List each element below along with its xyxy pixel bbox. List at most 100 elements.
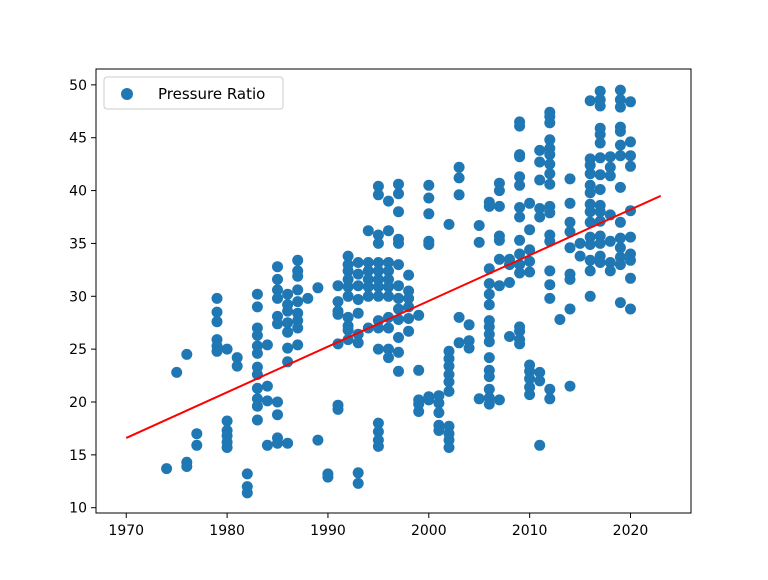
y-tick-label: 10 <box>69 501 87 517</box>
data-point <box>524 266 536 278</box>
data-point <box>352 268 364 280</box>
y-axis: 10 15 20 25 30 35 40 45 50 <box>69 78 96 517</box>
data-point <box>352 467 364 479</box>
data-point <box>625 136 636 148</box>
data-point <box>393 188 404 200</box>
data-point <box>372 343 384 355</box>
data-point <box>483 398 495 410</box>
data-point <box>241 468 253 480</box>
data-point <box>584 216 596 228</box>
data-point <box>564 197 576 209</box>
data-point <box>453 161 465 173</box>
y-tick-label: 50 <box>69 78 87 94</box>
data-point <box>191 439 203 451</box>
data-point <box>514 120 526 132</box>
data-point <box>383 281 394 293</box>
data-point <box>433 425 445 436</box>
data-point <box>584 159 596 171</box>
data-point <box>514 179 526 191</box>
data-point <box>614 297 626 309</box>
data-point <box>453 337 465 349</box>
data-point <box>282 437 294 449</box>
data-point <box>453 172 465 184</box>
data-point <box>483 278 495 290</box>
data-point <box>493 234 505 246</box>
data-point <box>504 277 515 288</box>
data-point <box>251 382 263 394</box>
data-point <box>261 439 273 451</box>
legend: Pressure Ratio <box>103 76 284 110</box>
x-tick-label: 2020 <box>613 523 649 539</box>
data-point <box>352 337 364 349</box>
data-point <box>181 348 193 360</box>
data-point <box>584 290 596 302</box>
data-point <box>372 257 384 268</box>
data-point <box>403 292 415 304</box>
data-point <box>292 284 304 296</box>
data-point <box>524 197 536 209</box>
data-point <box>594 169 606 181</box>
x-tick-label: 2010 <box>512 523 548 539</box>
data-point <box>625 254 636 266</box>
legend-box <box>103 76 284 110</box>
data-point <box>504 331 515 342</box>
data-point <box>514 202 526 213</box>
data-point <box>362 281 374 293</box>
data-point <box>493 200 505 212</box>
data-point <box>342 290 354 302</box>
data-point <box>383 225 394 237</box>
data-point <box>594 237 606 249</box>
data-point <box>423 208 435 220</box>
data-point <box>342 311 354 323</box>
y-tick-label: 40 <box>69 184 87 200</box>
data-point <box>393 280 404 292</box>
y-tick-label: 30 <box>69 289 87 305</box>
data-point <box>544 393 556 405</box>
data-point <box>231 352 243 364</box>
data-point <box>544 383 556 395</box>
data-point <box>625 150 636 162</box>
data-point <box>423 179 435 191</box>
data-point <box>383 195 394 207</box>
data-point <box>604 161 616 173</box>
data-point <box>534 174 546 186</box>
data-point <box>554 314 566 325</box>
data-point <box>372 229 384 241</box>
data-point <box>524 389 536 401</box>
data-point <box>534 203 546 214</box>
data-point <box>342 324 354 336</box>
data-point <box>574 250 586 262</box>
data-point <box>443 218 455 230</box>
data-point <box>282 326 294 338</box>
data-point <box>272 318 283 330</box>
data-point <box>251 414 263 426</box>
data-point <box>362 225 374 237</box>
data-point <box>413 309 425 321</box>
data-point <box>443 360 455 372</box>
data-point <box>342 265 354 277</box>
data-point <box>614 139 626 151</box>
data-points <box>161 84 636 499</box>
data-point <box>372 237 384 249</box>
data-point <box>282 317 294 329</box>
data-point <box>261 339 273 351</box>
data-point <box>604 265 616 277</box>
data-point <box>403 269 415 281</box>
data-point <box>584 168 596 180</box>
data-point <box>483 336 495 348</box>
data-point <box>534 375 546 387</box>
data-point <box>544 207 556 219</box>
data-point <box>614 125 626 137</box>
data-point <box>372 189 384 201</box>
data-point <box>332 403 344 415</box>
data-point <box>544 292 556 304</box>
data-point <box>231 360 243 372</box>
data-point <box>352 280 364 292</box>
data-point <box>272 284 283 296</box>
data-point <box>544 265 556 277</box>
data-point <box>272 396 283 408</box>
data-point <box>423 192 435 204</box>
data-point <box>463 319 475 331</box>
